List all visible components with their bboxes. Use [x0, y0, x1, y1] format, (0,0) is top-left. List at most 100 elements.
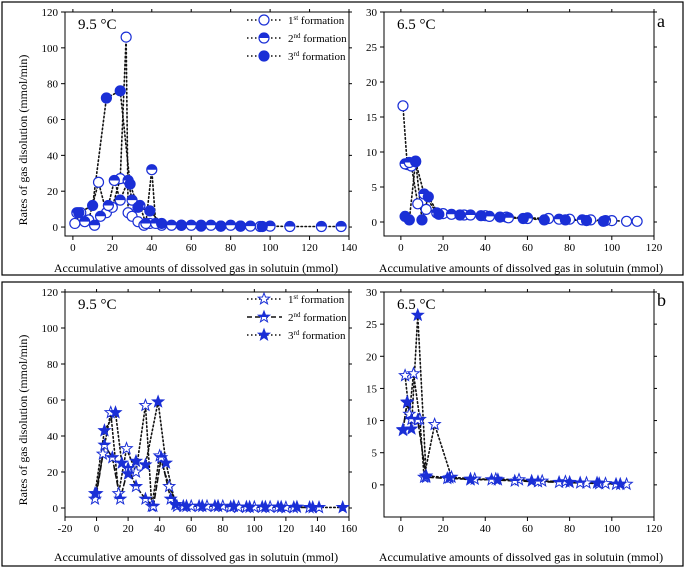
data-point-series-2	[165, 219, 178, 231]
legend-a-entry-2: 2nd formation	[247, 32, 347, 45]
data-point-series-3	[121, 466, 136, 480]
data-point-series-3	[335, 500, 350, 514]
data-point-series-3	[97, 423, 112, 437]
data-point-series-2	[108, 174, 120, 187]
data-point-series-3	[234, 220, 247, 232]
marker-star	[463, 472, 478, 486]
marker-star	[524, 473, 539, 488]
x-tick-label: 140	[309, 523, 326, 535]
marker-star	[402, 406, 417, 421]
data-point-series-2	[140, 217, 152, 230]
data-point-series-2	[205, 219, 217, 231]
x-tick-label: 100	[604, 242, 621, 254]
legend-b-marker-2-half	[258, 311, 270, 317]
y-tick-label: 60	[47, 395, 59, 407]
x-tick-label: 20	[107, 242, 119, 254]
marker-star	[179, 498, 194, 513]
data-point-series-2	[244, 220, 256, 232]
marker-half	[95, 211, 106, 217]
marker-half	[186, 220, 197, 226]
data-point-series-2	[573, 475, 588, 489]
marker-half	[245, 221, 256, 227]
marker-star	[442, 470, 457, 484]
data-point-series-2	[315, 220, 327, 233]
x-tick-label: 80	[217, 523, 229, 535]
panel-b-left-xlabel: Accumulative amounts of dissolved gas in…	[54, 550, 338, 564]
x-tick-label: 60	[522, 523, 534, 535]
marker-circle	[92, 176, 105, 188]
marker-circle	[422, 191, 434, 203]
legend-b-marker-1	[256, 291, 272, 306]
x-tick-label: 20	[438, 242, 450, 254]
chart-title: 9.5 °C	[78, 297, 117, 313]
panel-a-left-xlabel: Accumulative amounts of dissolved gas in…	[54, 261, 338, 275]
data-point-series-1	[119, 441, 134, 455]
y-tick-label: 25	[366, 319, 378, 331]
data-point-series-2	[284, 220, 296, 233]
data-point-series-1	[406, 366, 421, 380]
y-tick-label: 30	[366, 7, 378, 19]
legend-a: 1st formation 2nd formation 3rd formatio…	[247, 14, 347, 63]
data-point-series-3	[403, 214, 415, 226]
data-point-series-1	[138, 397, 153, 412]
data-point-series-2	[79, 216, 91, 228]
data-point-series-3	[114, 455, 129, 470]
data-point-series-1	[620, 215, 633, 227]
data-point-series-3	[195, 219, 207, 231]
y-tick-label: 10	[366, 147, 378, 159]
marker-star	[419, 468, 434, 482]
data-point-series-3	[242, 499, 257, 514]
marker-star	[226, 498, 241, 513]
marker-half	[412, 413, 424, 420]
data-point-series-3	[538, 214, 550, 226]
x-tick-label: 100	[246, 523, 263, 535]
marker-half	[79, 216, 90, 222]
x-tick-label: 100	[604, 523, 621, 535]
data-point-series-3	[175, 219, 187, 231]
data-point-series-2	[94, 210, 107, 222]
data-point-series-1	[402, 406, 417, 421]
data-point-series-3	[404, 421, 419, 435]
data-point-series-3	[305, 500, 320, 514]
y-tick-label: 15	[366, 112, 378, 124]
data-point-series-3	[410, 307, 425, 322]
data-point-series-3	[156, 217, 168, 230]
y-tick-label: 25	[366, 42, 378, 54]
marker-circle	[124, 178, 136, 190]
x-tick-label: 60	[186, 242, 198, 254]
marker-star	[151, 394, 166, 408]
marker-half	[115, 195, 126, 201]
x-tick-label: 140	[341, 242, 358, 254]
data-point-series-3	[215, 220, 227, 232]
marker-star	[195, 498, 210, 513]
legend-a-text-3: 3rd formation	[288, 50, 346, 63]
marker-circle	[454, 209, 466, 221]
marker-circle	[132, 201, 144, 213]
data-point-series-2	[114, 194, 126, 206]
marker-half	[166, 220, 177, 226]
marker-star	[589, 475, 605, 489]
marker-star	[162, 478, 177, 493]
marker-star	[274, 499, 289, 514]
plot-b-right: 0 20 40 60 80 100 120 0 5 10 15 20 25 30 6.5 °C	[366, 287, 663, 535]
marker-star	[613, 476, 628, 491]
marker-star	[121, 466, 136, 480]
y-tick-label: 80	[47, 79, 59, 91]
data-point-series-3	[442, 470, 457, 484]
plot-a-left: 0 20 40 60 80 100 120 140 0 20 40 60 80 100 120 9.5 °C	[42, 7, 358, 254]
marker-star	[95, 446, 110, 461]
data-point-series-3	[124, 178, 136, 190]
marker-half	[503, 212, 514, 218]
marker-half	[265, 221, 276, 227]
marker-half	[446, 209, 457, 215]
marker-star	[427, 417, 442, 431]
marker-circle	[416, 214, 428, 226]
marker-circle	[120, 31, 132, 43]
marker-star	[87, 486, 103, 500]
data-point-series-3	[454, 209, 466, 221]
data-point-series-3	[562, 474, 577, 489]
y-tick-label: 20	[366, 77, 378, 89]
data-point-series-3	[144, 205, 156, 217]
panel-b-ylabel: Rates of gas disolution (mmol/min)	[16, 335, 30, 506]
marker-circle	[597, 215, 609, 227]
